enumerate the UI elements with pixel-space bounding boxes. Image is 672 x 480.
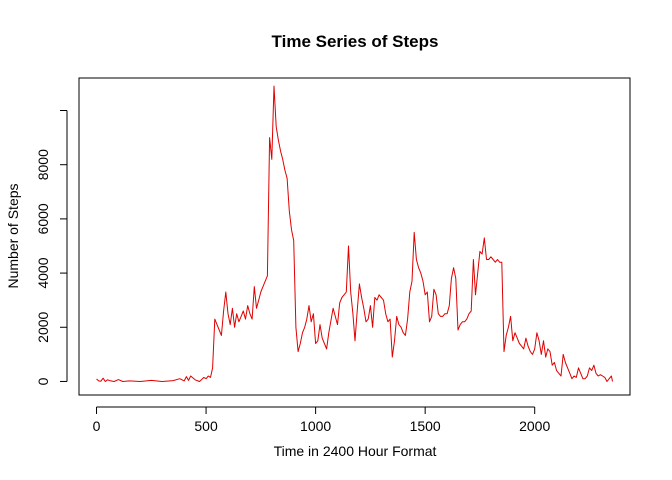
- x-tick-label: 0: [93, 418, 101, 434]
- x-tick-label: 1000: [300, 418, 331, 434]
- y-tick-label: 0: [35, 377, 51, 385]
- x-axis: 0 500 1000 1500 2000: [93, 406, 550, 434]
- y-axis-label: Number of Steps: [5, 183, 21, 288]
- x-tick-label: 1500: [410, 418, 441, 434]
- x-tick-label: 500: [194, 418, 218, 434]
- y-axis: 0 2000 4000 6000 8000: [35, 110, 68, 385]
- chart-title: Time Series of Steps: [272, 32, 439, 51]
- series-line: [96, 85, 613, 382]
- x-axis-label: Time in 2400 Hour Format: [274, 443, 437, 459]
- y-tick-label: 4000: [35, 257, 51, 288]
- plot-area-frame: [78, 77, 631, 396]
- y-tick-label: 8000: [35, 149, 51, 180]
- y-tick-label: 6000: [35, 203, 51, 234]
- y-tick-label: 2000: [35, 311, 51, 342]
- x-tick-label: 2000: [519, 418, 550, 434]
- series-layer: [96, 85, 613, 382]
